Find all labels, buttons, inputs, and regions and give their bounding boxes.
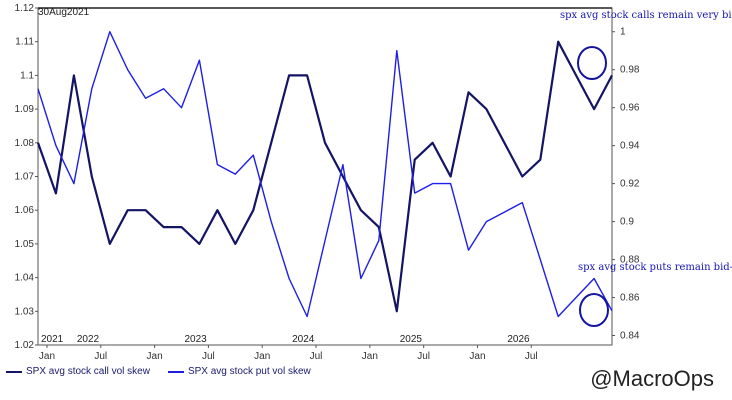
right-tick-label: 0.96: [620, 103, 640, 114]
year-label: 2024: [292, 334, 315, 345]
annotation-calls: spx avg stock calls remain very bid: [560, 10, 732, 21]
left-tick-label: 1.1: [20, 70, 34, 81]
year-label: 2022: [77, 334, 100, 345]
right-tick-label: 0.92: [620, 179, 640, 190]
x-tick-label: Jan: [147, 351, 163, 362]
x-tick-label: Jul: [417, 351, 430, 362]
watermark: @MacroOps: [590, 366, 714, 391]
series-line-put-skew: [37, 31, 613, 318]
right-tick-label: 0.94: [620, 141, 640, 152]
year-label: 2023: [185, 334, 208, 345]
left-tick-label: 1.11: [15, 37, 34, 48]
legend-item-puts: SPX avg stock put vol skew: [167, 366, 311, 377]
puts-highlight-circle: [579, 293, 609, 327]
calls-highlight-circle: [577, 46, 607, 80]
left-tick-label: 1.02: [15, 340, 35, 351]
left-tick-label: 1.05: [15, 239, 35, 250]
x-tick-label: Jan: [469, 351, 485, 362]
right-tick-label: 0.98: [620, 65, 640, 76]
right-tick-label: 0.88: [620, 255, 640, 266]
year-label: 2021: [41, 334, 64, 345]
annotation-puts: spx avg stock puts remain bid-less: [578, 262, 732, 273]
year-label: 2025: [400, 334, 423, 345]
legend-label-puts: SPX avg stock put vol skew: [187, 366, 311, 377]
x-tick-label: Jul: [525, 351, 538, 362]
left-tick-label: 1.04: [15, 273, 35, 284]
legend-swatch-calls: [6, 370, 22, 373]
plot-frame: [37, 7, 613, 346]
left-tick-label: 1.06: [15, 205, 35, 216]
x-tick-label: Jan: [39, 351, 55, 362]
x-tick-label: Jan: [254, 351, 270, 362]
x-tick-label: Jul: [202, 351, 215, 362]
legend-label-calls: SPX avg stock call vol skew: [26, 366, 150, 377]
right-tick-label: 0.9: [620, 217, 634, 228]
left-tick-label: 1.03: [15, 306, 35, 317]
legend: SPX avg stock call vol skew SPX avg stoc…: [6, 366, 311, 377]
left-tick-label: 1.07: [15, 172, 35, 183]
series-line-call-skew: [36, 40, 613, 313]
right-tick-label: 0.86: [620, 293, 640, 304]
legend-item-calls: SPX avg stock call vol skew: [6, 366, 150, 377]
right-tick-label: 0.84: [620, 331, 640, 342]
x-tick-label: Jul: [310, 351, 323, 362]
left-tick-label: 1.08: [15, 138, 35, 149]
x-tick-label: Jul: [94, 351, 107, 362]
right-tick-label: 1: [620, 27, 626, 38]
x-tick-label: Jan: [362, 351, 378, 362]
header-date: 30Aug2021: [38, 7, 90, 18]
left-tick-label: 1.09: [15, 104, 35, 115]
left-tick-label: 1.12: [15, 3, 35, 14]
year-label: 2026: [507, 334, 530, 345]
legend-swatch-puts: [167, 370, 184, 373]
